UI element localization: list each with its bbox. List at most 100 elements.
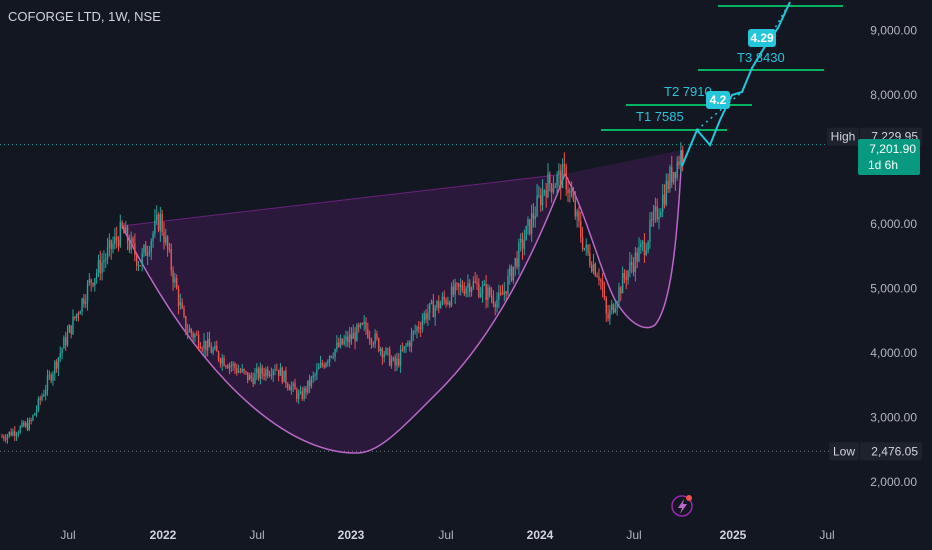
candle-body bbox=[17, 432, 20, 435]
candle-body bbox=[46, 376, 49, 390]
candle-body bbox=[177, 288, 180, 306]
candle-body bbox=[163, 232, 165, 243]
last-price-box bbox=[858, 139, 920, 175]
candle-body bbox=[72, 316, 74, 334]
candle-body bbox=[385, 348, 387, 355]
candle-body bbox=[652, 211, 655, 221]
candle-body bbox=[214, 345, 216, 350]
candle-body bbox=[226, 366, 229, 369]
flash-icon[interactable] bbox=[671, 495, 693, 517]
candle-body bbox=[272, 370, 274, 376]
candle-body bbox=[449, 302, 451, 306]
low-value-text: 2,476.05 bbox=[871, 444, 918, 458]
candle-body bbox=[410, 334, 413, 347]
candle-body bbox=[37, 398, 40, 410]
candle-body bbox=[328, 356, 331, 362]
candle-body bbox=[217, 351, 220, 360]
candle-body bbox=[521, 239, 524, 249]
candle-body bbox=[308, 380, 311, 387]
candle-body bbox=[425, 313, 427, 320]
candle-body bbox=[223, 357, 225, 366]
candle-body bbox=[658, 216, 660, 220]
candle-body bbox=[592, 263, 595, 272]
candle-body bbox=[188, 329, 191, 333]
x-tick-label: 2022 bbox=[150, 528, 177, 542]
candle-body bbox=[85, 301, 87, 304]
candle-body bbox=[567, 189, 569, 193]
candle-body bbox=[641, 241, 644, 244]
candle-body bbox=[154, 220, 156, 234]
candle-body bbox=[549, 173, 551, 184]
candle-body bbox=[438, 301, 440, 309]
candle-body bbox=[34, 413, 36, 416]
candle-body bbox=[474, 281, 476, 283]
high-label-box bbox=[827, 127, 859, 146]
candle-body bbox=[388, 349, 391, 366]
candle-body bbox=[407, 342, 409, 346]
y-tick-label: 5,000.00 bbox=[870, 282, 917, 296]
candle-body bbox=[30, 419, 32, 421]
candle-body bbox=[345, 336, 347, 341]
candle-body bbox=[290, 386, 293, 391]
candle-body bbox=[199, 347, 202, 349]
candle-body bbox=[265, 369, 267, 377]
candle-body bbox=[656, 206, 658, 220]
candle-body bbox=[419, 328, 422, 330]
candle-body bbox=[245, 371, 247, 373]
candle-body bbox=[205, 340, 207, 351]
candle-body bbox=[560, 170, 562, 188]
candle-body bbox=[359, 323, 362, 328]
candle-body bbox=[126, 226, 129, 243]
candle-body bbox=[605, 298, 607, 314]
candle-body bbox=[536, 195, 538, 217]
candle-body bbox=[418, 327, 420, 329]
candle-body bbox=[330, 356, 333, 358]
candle-body bbox=[263, 373, 265, 377]
candle-body bbox=[581, 237, 584, 249]
y-tick-label: 2,000.00 bbox=[870, 475, 917, 489]
candle-body bbox=[197, 334, 200, 348]
candle-body bbox=[469, 283, 471, 292]
candle-body bbox=[294, 383, 296, 390]
handle-curve bbox=[564, 149, 683, 329]
candle-body bbox=[512, 266, 515, 281]
projection-badge-label: 4.29 bbox=[750, 31, 774, 45]
candle-body bbox=[90, 279, 92, 283]
candle-body bbox=[310, 377, 313, 387]
candle-body bbox=[23, 422, 25, 427]
candle-body bbox=[494, 303, 496, 308]
candle-body bbox=[176, 278, 178, 289]
candle-body bbox=[565, 166, 567, 190]
candle-body bbox=[585, 244, 587, 248]
candle-body bbox=[520, 239, 522, 243]
candle-body bbox=[499, 292, 502, 294]
candle-body bbox=[75, 313, 78, 319]
candle-body bbox=[510, 266, 513, 281]
candle-body bbox=[201, 348, 203, 350]
candle-body bbox=[614, 308, 617, 313]
candle-body bbox=[671, 167, 673, 183]
candle-body bbox=[319, 363, 322, 368]
candle-body bbox=[327, 361, 329, 363]
candle-body bbox=[476, 282, 478, 285]
candle-body bbox=[12, 431, 14, 436]
candle-body bbox=[408, 342, 411, 347]
candle-body bbox=[558, 170, 560, 175]
candle-body bbox=[174, 278, 176, 283]
grid bbox=[0, 144, 858, 452]
candle-body bbox=[28, 419, 30, 430]
candle-body bbox=[121, 222, 123, 227]
candle-body bbox=[24, 422, 27, 427]
candle-body bbox=[634, 252, 637, 272]
candle-body bbox=[516, 257, 518, 267]
x-tick-label: 2023 bbox=[338, 528, 365, 542]
candle-body bbox=[505, 291, 507, 294]
candle-body bbox=[10, 431, 12, 436]
candle-body bbox=[490, 295, 493, 298]
candle-body bbox=[343, 340, 345, 345]
candle-body bbox=[540, 195, 542, 206]
candle-body bbox=[15, 434, 18, 436]
candle-body bbox=[651, 219, 653, 221]
